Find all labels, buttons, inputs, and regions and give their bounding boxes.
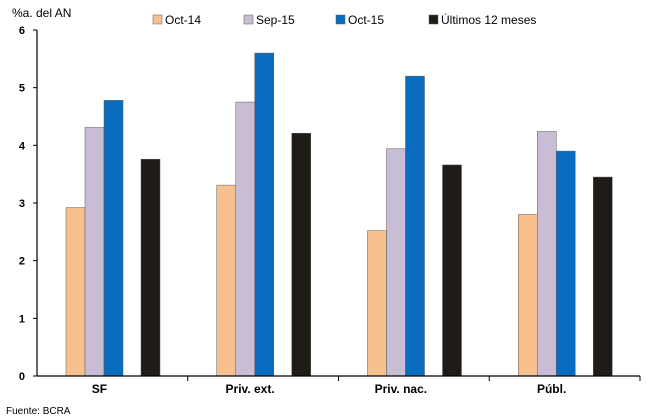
legend-swatch <box>243 14 254 25</box>
y-tick-label: 4 <box>19 140 26 152</box>
y-axis-title: %a. del AN <box>12 6 71 20</box>
axes-group: 0 1 2 3 4 5 6 SF Priv. ext. Priv. nac. Públ. <box>19 25 641 396</box>
legend-swatch <box>152 14 163 25</box>
bar--ltimos-12-meses-0 <box>140 158 161 377</box>
x-category-label: Priv. nac. <box>375 382 427 396</box>
bar--ltimos-12-meses-1 <box>291 132 311 377</box>
bar-oct-15-3 <box>556 150 576 377</box>
source-note: Fuente: BCRA <box>6 406 71 417</box>
legend: Oct-14 Sep-15 Oct-15 Últimos 12 meses <box>152 12 536 27</box>
bar--ltimos-12-meses-2 <box>442 164 462 377</box>
y-tick-label: 0 <box>19 371 25 383</box>
bar-sep-15-3 <box>537 131 557 377</box>
y-tick-label: 3 <box>19 198 25 210</box>
y-tick-label: 6 <box>19 25 25 37</box>
bar-sep-15-1 <box>235 101 255 377</box>
bar-oct-14-2 <box>367 230 387 377</box>
bar-oct-15-0 <box>103 100 124 377</box>
bar-sep-15-2 <box>386 148 406 377</box>
bar--ltimos-12-meses-3 <box>593 176 613 377</box>
y-tick-label: 5 <box>19 83 25 95</box>
bar-oct-14-0 <box>65 207 86 377</box>
x-category-label: Priv. ext. <box>226 382 275 396</box>
bar-sep-15-0 <box>84 127 105 377</box>
legend-swatch <box>335 14 346 25</box>
y-tick-label: 1 <box>19 313 25 325</box>
legend-swatch <box>428 14 439 25</box>
x-category-label: SF <box>92 382 107 396</box>
legend-label: Oct-14 <box>165 13 201 27</box>
legend-label: Últimos 12 meses <box>441 12 536 27</box>
bar-oct-14-1 <box>216 184 236 377</box>
x-category-label: Públ. <box>537 382 566 396</box>
bar-oct-15-1 <box>254 52 274 377</box>
y-tick-label: 2 <box>19 256 25 268</box>
bars-group <box>65 52 613 377</box>
legend-label: Sep-15 <box>256 13 295 27</box>
legend-label: Oct-15 <box>348 13 384 27</box>
bar-oct-15-2 <box>405 75 425 377</box>
bar-oct-14-3 <box>518 214 538 377</box>
